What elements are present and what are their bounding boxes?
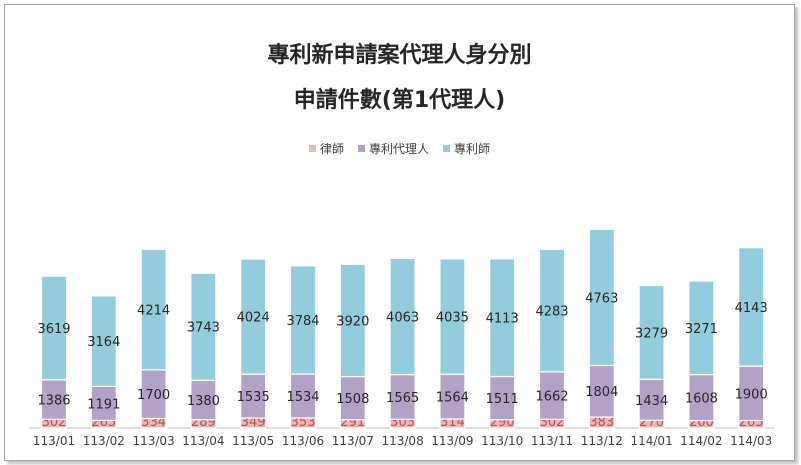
data-label-patent-attorney: 3743 [187,321,220,336]
chart-frame: 專利新申請案代理人身分別 申請件數(第1代理人) 律師 專利代理人 專利師 30… [4,4,795,461]
data-label-patent-agent: 1564 [436,391,469,406]
x-tick-label: 114/01 [630,434,672,448]
x-tick-label: 113/01 [33,434,75,448]
data-label-patent-agent: 1700 [137,388,170,403]
data-label-patent-attorney: 3784 [286,314,319,329]
data-label-patent-agent: 1804 [585,385,618,400]
x-tick-label: 113/03 [132,434,174,448]
data-label-patent-agent: 1386 [37,394,70,409]
data-label-patent-agent: 1191 [87,397,120,412]
x-tick-label: 113/10 [481,434,523,448]
data-label-patent-agent: 1434 [635,394,668,409]
data-label-patent-attorney: 3920 [336,314,369,329]
data-label-patent-agent: 1900 [735,387,768,402]
data-label-patent-attorney: 4763 [585,291,618,306]
x-tick-label: 113/04 [182,434,224,448]
data-label-patent-agent: 1662 [535,390,568,405]
x-tick-label: 113/11 [531,434,573,448]
data-label-patent-attorney: 4024 [237,311,270,326]
data-label-patent-attorney: 4214 [137,304,170,319]
x-tick-label: 114/03 [730,434,772,448]
data-label-patent-attorney: 3271 [685,322,718,337]
x-tick-label: 113/09 [431,434,473,448]
x-tick-label: 113/12 [581,434,623,448]
data-label-patent-attorney: 3619 [37,322,70,337]
x-tick-label: 113/05 [232,434,274,448]
data-label-patent-attorney: 4143 [735,301,768,316]
x-tick-label: 114/02 [680,434,722,448]
x-tick-label: 113/08 [381,434,423,448]
x-tick-label: 113/02 [83,434,125,448]
data-label-patent-attorney: 4035 [436,311,469,326]
data-label-patent-agent: 1511 [486,392,519,407]
data-label-patent-agent: 1380 [187,394,220,409]
data-label-patent-attorney: 4113 [486,312,519,327]
x-tick-label: 113/06 [282,434,324,448]
data-label-patent-agent: 1508 [336,392,369,407]
data-label-patent-attorney: 4063 [386,310,419,325]
data-label-patent-attorney: 3279 [635,326,668,341]
x-tick-label: 113/07 [332,434,374,448]
data-label-patent-attorney: 4283 [535,305,568,320]
data-label-patent-agent: 1608 [685,392,718,407]
data-label-patent-agent: 1534 [286,390,319,405]
chart-plot: 30213863619113/0126511913164113/02334170… [5,5,794,460]
data-label-patent-agent: 1535 [237,390,270,405]
data-label-patent-agent: 1565 [386,391,419,406]
data-label-patent-attorney: 3164 [87,335,120,350]
